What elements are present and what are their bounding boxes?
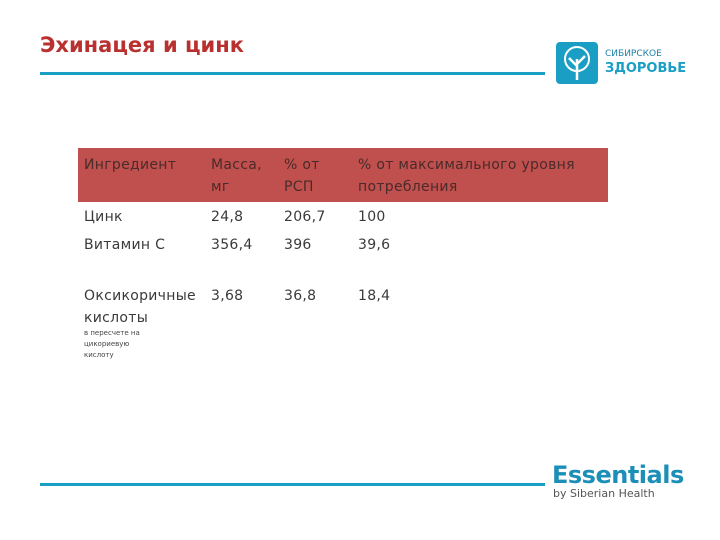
footer-brand: Essentials [552,461,684,489]
table-cell: Оксикоричные [84,288,196,304]
table-note: цикориевую [84,340,130,348]
table-cell: 18,4 [358,288,391,304]
table-cell: 24,8 [211,209,244,225]
header-cell: % от максимального уровня [358,157,575,173]
header-cell: потребления [358,179,458,195]
table-cell: 206,7 [284,209,326,225]
table-note: в пересчете на [84,329,140,337]
rule [40,72,545,75]
logo-bottom: ЗДОРОВЬЕ [605,61,687,76]
header-cell: мг [211,179,230,195]
table-note: кислоту [84,351,114,359]
header-cell: Масса, [211,157,262,173]
logo-icon [556,42,598,84]
table-cell: Витамин С [84,237,166,253]
header-cell: Ингредиент [84,157,177,173]
table-cell: 39,6 [358,237,391,253]
rule [40,483,545,486]
table-cell: 36,8 [284,288,317,304]
table-cell: 356,4 [211,237,253,253]
table-cell: кислоты [84,310,149,326]
table-cell: 100 [358,209,386,225]
footer-tagline: by Siberian Health [553,487,655,500]
header-cell: % от [284,157,320,173]
table-cell: Цинк [84,209,123,225]
table-cell: 396 [284,237,312,253]
table-cell: 3,68 [211,288,244,304]
header-cell: РСП [284,179,314,195]
title: Эхинацея и цинк [40,33,245,57]
logo-top: СИБИРСКОЕ [605,49,662,59]
table-header-band [78,148,608,202]
